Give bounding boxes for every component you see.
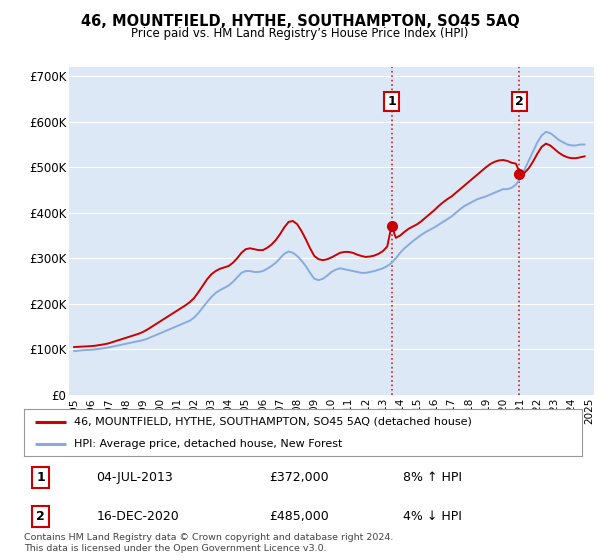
Text: 1: 1 xyxy=(37,471,45,484)
Text: 04-JUL-2013: 04-JUL-2013 xyxy=(97,471,173,484)
Text: 4% ↓ HPI: 4% ↓ HPI xyxy=(403,510,463,523)
Text: Price paid vs. HM Land Registry’s House Price Index (HPI): Price paid vs. HM Land Registry’s House … xyxy=(131,27,469,40)
Text: 46, MOUNTFIELD, HYTHE, SOUTHAMPTON, SO45 5AQ (detached house): 46, MOUNTFIELD, HYTHE, SOUTHAMPTON, SO45… xyxy=(74,417,472,427)
Text: 2: 2 xyxy=(515,95,524,108)
Text: 8% ↑ HPI: 8% ↑ HPI xyxy=(403,471,463,484)
Text: 16-DEC-2020: 16-DEC-2020 xyxy=(97,510,179,523)
Text: HPI: Average price, detached house, New Forest: HPI: Average price, detached house, New … xyxy=(74,438,343,449)
Text: £485,000: £485,000 xyxy=(269,510,329,523)
Text: £372,000: £372,000 xyxy=(269,471,329,484)
Text: Contains HM Land Registry data © Crown copyright and database right 2024.
This d: Contains HM Land Registry data © Crown c… xyxy=(24,533,394,553)
Text: 2: 2 xyxy=(37,510,45,523)
Text: 46, MOUNTFIELD, HYTHE, SOUTHAMPTON, SO45 5AQ: 46, MOUNTFIELD, HYTHE, SOUTHAMPTON, SO45… xyxy=(80,14,520,29)
Text: 1: 1 xyxy=(387,95,396,108)
